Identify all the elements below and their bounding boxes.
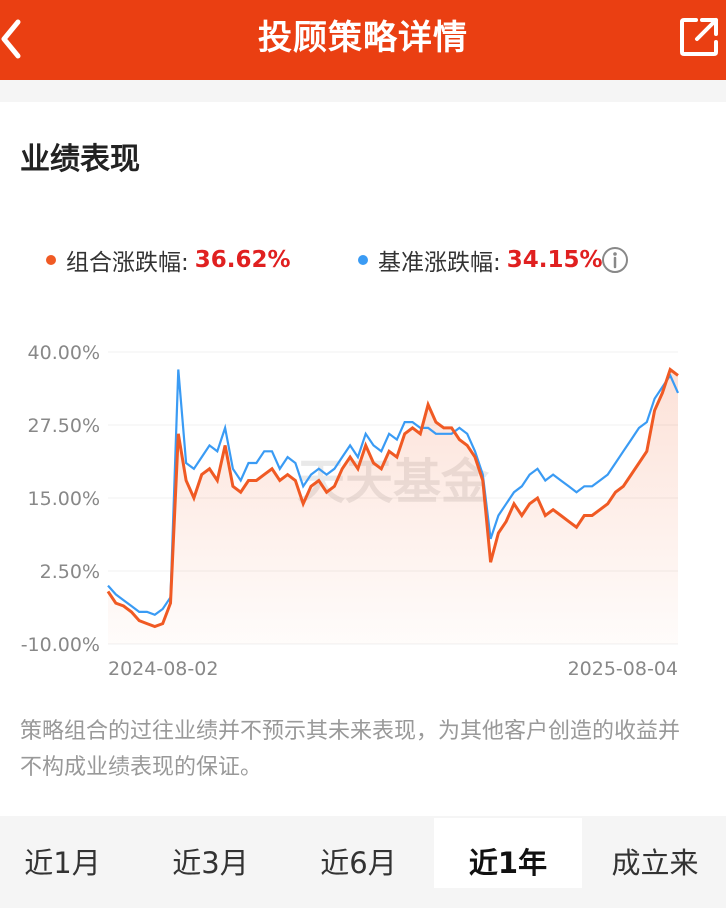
benchmark-dot [358, 255, 368, 265]
app-header: 投顾策略详情 [0, 0, 726, 80]
portfolio-line [106, 367, 679, 629]
chevron-left-icon [1, 19, 21, 59]
disclaimer-text: 策略组合的过往业绩并不预示其未来表现，为其他客户创造的收益并不构成业绩表现的保证… [20, 719, 681, 780]
x-tick-label: 2025-08-04 [568, 658, 678, 680]
y-tick-label: 27.50% [28, 415, 100, 437]
legend-portfolio: 组合涨跌幅: 36.62% [46, 240, 291, 280]
benchmark-line [107, 369, 680, 617]
portfolio-dot [46, 255, 56, 265]
back-button[interactable] [0, 18, 28, 60]
tab-6-month[interactable]: 近6月 [320, 846, 397, 880]
y-tick-label: 15.00% [28, 488, 100, 510]
y-tick-label: 40.00% [28, 342, 100, 364]
performance-chart: 40.00% 27.50% 15.00% 2.50% -10.00% 2024-08-0… [21, 342, 680, 680]
y-tick-label: 2.50% [40, 561, 100, 583]
page-title: 投顾策略详情 [258, 18, 468, 58]
section-title: 业绩表现 [20, 142, 140, 177]
tab-3-month[interactable]: 近3月 [172, 846, 249, 880]
tab-1-month[interactable]: 近1月 [24, 846, 101, 880]
legend-benchmark: 基准涨跌幅: 34.15% [358, 240, 603, 280]
legend-benchmark-label: 基准涨跌幅: [378, 250, 501, 276]
x-axis-ticks: 2024-08-02 2025-08-04 [108, 658, 678, 680]
y-axis-ticks: 40.00% 27.50% 15.00% 2.50% -10.00% [21, 342, 100, 656]
legend-benchmark-value: 34.15% [506, 247, 603, 273]
period-tabs: 近1月 近3月 近6月 近1年 成立来 [0, 818, 726, 888]
share-button[interactable] [678, 14, 726, 58]
portfolio-area-fill [108, 369, 678, 644]
info-icon[interactable] [601, 246, 629, 274]
tab-1-year[interactable]: 近1年 [434, 818, 582, 888]
legend-portfolio-value: 36.62% [194, 247, 291, 273]
x-tick-label: 2024-08-02 [108, 658, 218, 680]
legend-portfolio-label: 组合涨跌幅: [66, 250, 189, 276]
tab-since-inception[interactable]: 成立来 [611, 846, 699, 880]
y-tick-label: -10.00% [21, 634, 100, 656]
share-external-icon [680, 18, 718, 56]
